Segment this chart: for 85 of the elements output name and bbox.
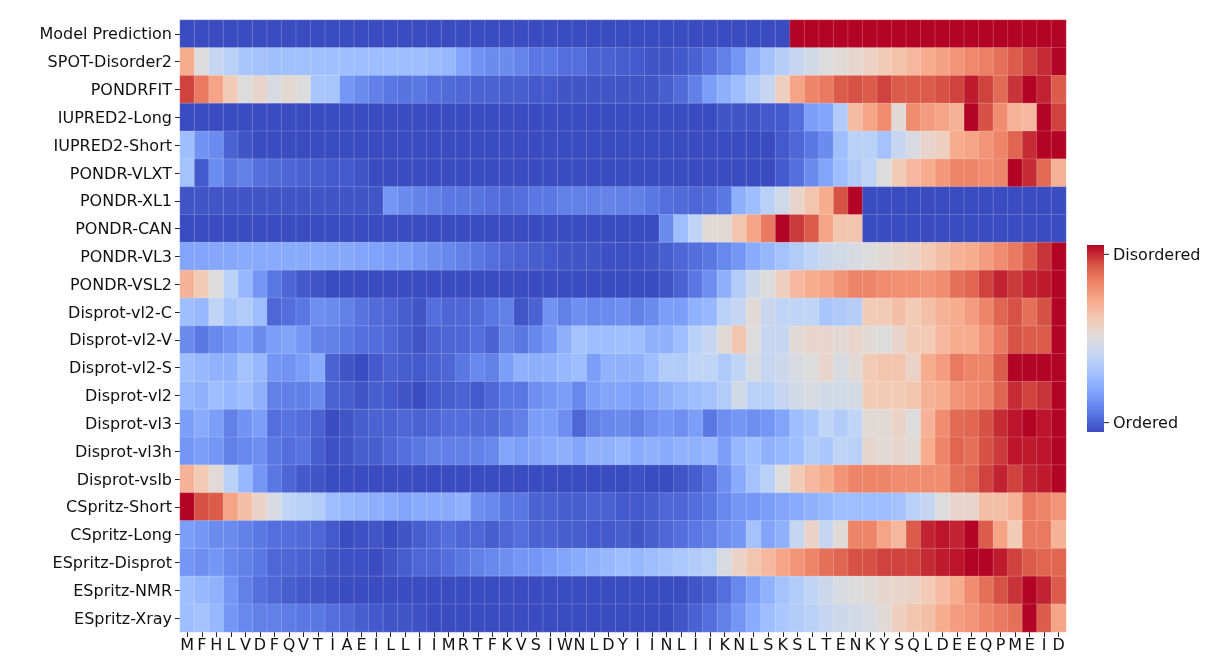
x-tick-label: T xyxy=(312,634,324,654)
x-tick-label: W xyxy=(556,634,573,654)
x-tick-label: I xyxy=(373,634,379,654)
x-tick-label: Y xyxy=(617,634,629,654)
y-tick-label: Disprot-vslb xyxy=(76,469,172,489)
x-tick-label: N xyxy=(849,634,862,654)
y-tick-label: ESpritz-NMR xyxy=(73,580,172,600)
x-tick-label: T xyxy=(471,634,483,654)
x-tick-label: E xyxy=(966,634,977,654)
x-tick-label: M xyxy=(180,634,195,654)
x-tick-label: D xyxy=(602,634,615,654)
x-tick-label: L xyxy=(923,634,933,654)
x-tick-label: L xyxy=(400,634,410,654)
x-tick-label: P xyxy=(995,634,1006,654)
x-tick-label: I xyxy=(707,634,713,654)
x-tick-label: V xyxy=(239,634,251,654)
x-tick-label: Q xyxy=(282,634,296,654)
x-tick-label: I xyxy=(649,634,655,654)
x-tick-label: L xyxy=(749,634,759,654)
y-tick-label: Disprot-vl2-S xyxy=(69,358,172,378)
x-tick-label: F xyxy=(197,634,207,654)
x-tick-label: L xyxy=(386,634,396,654)
y-tick-label: ESpritz-Xray xyxy=(74,608,172,628)
x-tick-label: L xyxy=(807,634,817,654)
x-tick-label: N xyxy=(660,634,673,654)
x-tick-label: I xyxy=(693,634,698,654)
x-tick-label: D xyxy=(936,634,949,654)
y-tick-label: Disprot-vl3 xyxy=(85,413,172,433)
y-tick-label: Model Prediction xyxy=(39,24,172,44)
y-tick-label: CSpritz-Long xyxy=(70,525,172,545)
y-tick-label: CSpritz-Short xyxy=(66,497,172,517)
x-tick-label: S xyxy=(792,634,803,654)
y-tick-label: IUPRED2-Short xyxy=(53,135,172,155)
x-tick-label: D xyxy=(1052,634,1065,654)
y-tick-label: IUPRED2-Long xyxy=(57,107,172,127)
x-tick-label: M xyxy=(441,634,456,654)
y-tick-label: SPOT-Disorder2 xyxy=(47,52,172,72)
x-tick-label: I xyxy=(1041,634,1047,654)
y-tick-label: Disprot-vl2 xyxy=(85,386,172,406)
x-tick-label: E xyxy=(952,634,963,654)
x-tick-label: I xyxy=(417,634,423,654)
x-tick-label: D xyxy=(253,634,267,654)
x-tick-label: Q xyxy=(907,634,920,654)
y-tick-label: PONDR-VL3 xyxy=(80,246,172,266)
x-tick-label: V xyxy=(297,634,309,654)
x-tick-label: H xyxy=(210,634,223,654)
y-tick-label: PONDR-CAN xyxy=(75,219,172,239)
x-tick-label: T xyxy=(820,634,832,654)
x-tick-label: S xyxy=(893,634,905,654)
y-tick-label: PONDR-XL1 xyxy=(79,191,172,211)
y-tick-label: PONDR-VSL2 xyxy=(69,274,172,294)
x-tick-label: K xyxy=(501,634,513,654)
x-tick-label: F xyxy=(487,634,497,654)
x-tick-label: A xyxy=(341,634,353,654)
x-tick-label: I xyxy=(330,634,335,654)
x-tick-label: K xyxy=(777,634,789,654)
y-tick-label: Disprot-vl3h xyxy=(74,441,172,461)
x-tick-label: E xyxy=(835,634,846,654)
x-tick-label: K xyxy=(719,634,731,654)
y-tick-label: ESpritz-Disprot xyxy=(52,552,172,572)
x-tick-label: Y xyxy=(878,634,890,654)
y-tick-label: PONDR-VLXT xyxy=(69,163,173,183)
x-tick-label: E xyxy=(1024,634,1035,654)
x-tick-label: V xyxy=(515,634,527,654)
x-tick-label: I xyxy=(635,634,640,654)
y-tick-label: Disprot-vl2-V xyxy=(69,330,173,350)
x-tick-label: I xyxy=(431,634,437,654)
x-tick-label: R xyxy=(457,634,469,654)
x-tick-label: F xyxy=(269,634,280,654)
x-tick-label: L xyxy=(589,634,599,654)
color-bar-label: Disordered xyxy=(1113,244,1201,264)
y-tick-label: Disprot-vl2-C xyxy=(68,302,172,322)
x-tick-label: S xyxy=(530,634,541,654)
x-tick-label: L xyxy=(676,634,686,654)
x-tick-label: I xyxy=(548,634,553,654)
x-tick-label: M xyxy=(1008,634,1023,654)
x-tick-label: K xyxy=(864,634,876,654)
x-tick-label: Q xyxy=(979,634,993,654)
y-tick-label: PONDRFIT xyxy=(90,80,173,100)
x-tick-label: N xyxy=(733,634,746,654)
x-tick-label: L xyxy=(226,634,236,654)
x-tick-label: N xyxy=(573,634,586,654)
color-bar-label: Ordered xyxy=(1113,413,1179,433)
x-tick-label: E xyxy=(356,634,367,654)
x-tick-label: S xyxy=(763,634,774,654)
